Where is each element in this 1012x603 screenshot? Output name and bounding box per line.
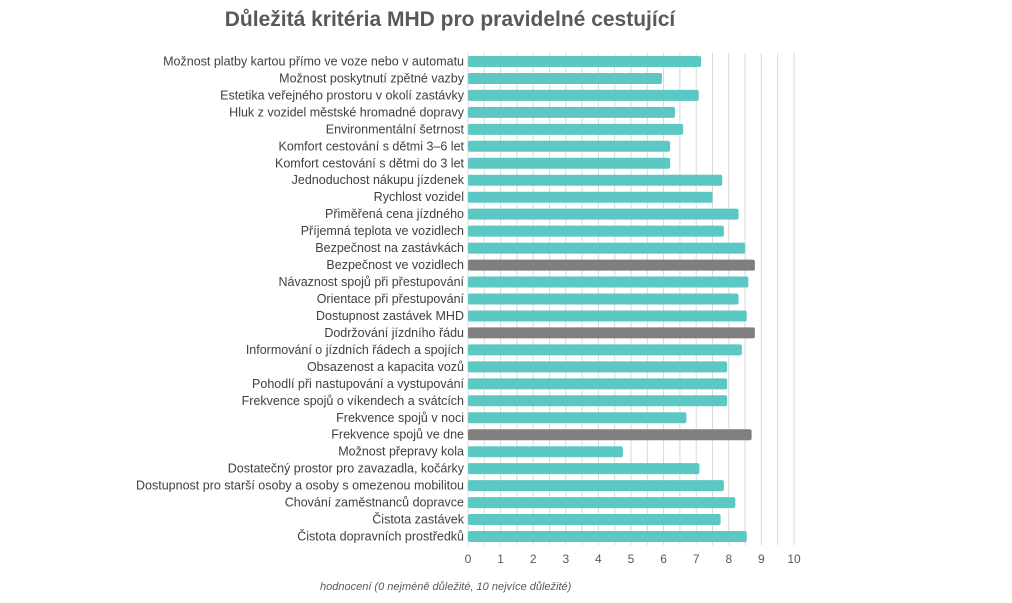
category-label: Frekvence spojů ve dne <box>331 428 464 442</box>
bar <box>468 514 721 526</box>
x-tick-label: 7 <box>693 552 700 566</box>
bar <box>468 157 671 169</box>
category-label: Bezpečnost ve vozidlech <box>326 258 464 272</box>
bar <box>468 55 702 67</box>
bar <box>468 191 713 203</box>
x-tick-label: 8 <box>725 552 732 566</box>
bar <box>468 378 728 390</box>
category-label: Environmentální šetrnost <box>326 122 465 136</box>
bar <box>468 412 687 424</box>
bar <box>468 446 623 458</box>
x-tick-label: 6 <box>660 552 667 566</box>
bar <box>468 463 700 475</box>
category-label: Obsazenost a kapacita vozů <box>307 360 464 374</box>
x-tick-label: 1 <box>497 552 504 566</box>
x-tick-label: 0 <box>465 552 472 566</box>
x-tick-label: 10 <box>787 552 801 566</box>
bar <box>468 89 699 101</box>
category-label: Příjemná teplota ve vozidlech <box>301 224 464 238</box>
bar <box>468 276 749 288</box>
bar <box>468 480 724 492</box>
chart-title: Důležitá kritéria MHD pro pravidelné ces… <box>224 8 676 31</box>
bar <box>468 140 671 152</box>
bar <box>468 174 723 186</box>
x-tick-label: 5 <box>628 552 635 566</box>
x-tick-label: 4 <box>595 552 602 566</box>
category-label: Možnost poskytnutí zpětné vazby <box>279 71 465 85</box>
bar <box>468 327 755 339</box>
category-label: Možnost přepravy kola <box>338 445 464 459</box>
category-label: Estetika veřejného prostoru v okolí zast… <box>220 88 465 102</box>
x-tick-label: 3 <box>562 552 569 566</box>
bar <box>468 106 676 118</box>
category-label: Frekvence spojů v noci <box>336 411 464 425</box>
bar <box>468 72 662 84</box>
bar <box>468 293 739 305</box>
category-label: Jednoduchost nákupu jízdenek <box>292 173 465 187</box>
category-label: Dostupnost pro starší osoby a osoby s om… <box>136 479 464 493</box>
category-label: Dodržování jízdního řádu <box>324 326 464 340</box>
x-tick-label: 2 <box>530 552 537 566</box>
bar <box>468 361 728 373</box>
bar <box>468 208 739 220</box>
bar <box>468 531 747 543</box>
category-label: Čistota zastávek <box>372 512 464 527</box>
bar <box>468 395 728 407</box>
category-label: Komfort cestování s dětmi do 3 let <box>275 156 465 170</box>
category-label: Dostatečný prostor pro zavazadla, kočárk… <box>228 462 465 476</box>
bar <box>468 225 724 237</box>
x-axis-title: hodnocení (0 nejméně důležité, 10 nejvíc… <box>320 581 572 593</box>
category-label: Bezpečnost na zastávkách <box>315 241 464 255</box>
bar <box>468 310 747 322</box>
bar <box>468 497 736 509</box>
category-label: Možnost platby kartou přímo ve voze nebo… <box>163 54 464 68</box>
x-tick-label: 9 <box>758 552 765 566</box>
category-label: Frekvence spojů o víkendech a svátcích <box>242 394 464 408</box>
category-label: Čistota dopravních prostředků <box>297 529 464 544</box>
category-label: Návaznost spojů při přestupování <box>278 275 464 289</box>
category-label: Rychlost vozidel <box>374 190 464 204</box>
category-label: Přiměřená cena jízdného <box>325 207 464 221</box>
category-label: Komfort cestování s dětmi 3–6 let <box>278 139 464 153</box>
bar <box>468 259 755 271</box>
category-label: Hluk z vozidel městské hromadné dopravy <box>229 105 465 119</box>
bar <box>468 344 742 356</box>
category-label: Pohodlí při nastupování a vystupování <box>252 377 464 391</box>
bar <box>468 429 752 441</box>
bar <box>468 242 746 254</box>
bar <box>468 123 684 135</box>
category-label: Orientace při přestupování <box>317 292 465 306</box>
category-label: Informování o jízdních řádech a spojích <box>246 343 464 357</box>
category-label: Dostupnost zastávek MHD <box>316 309 464 323</box>
category-label: Chování zaměstnanců dopravce <box>285 496 464 510</box>
